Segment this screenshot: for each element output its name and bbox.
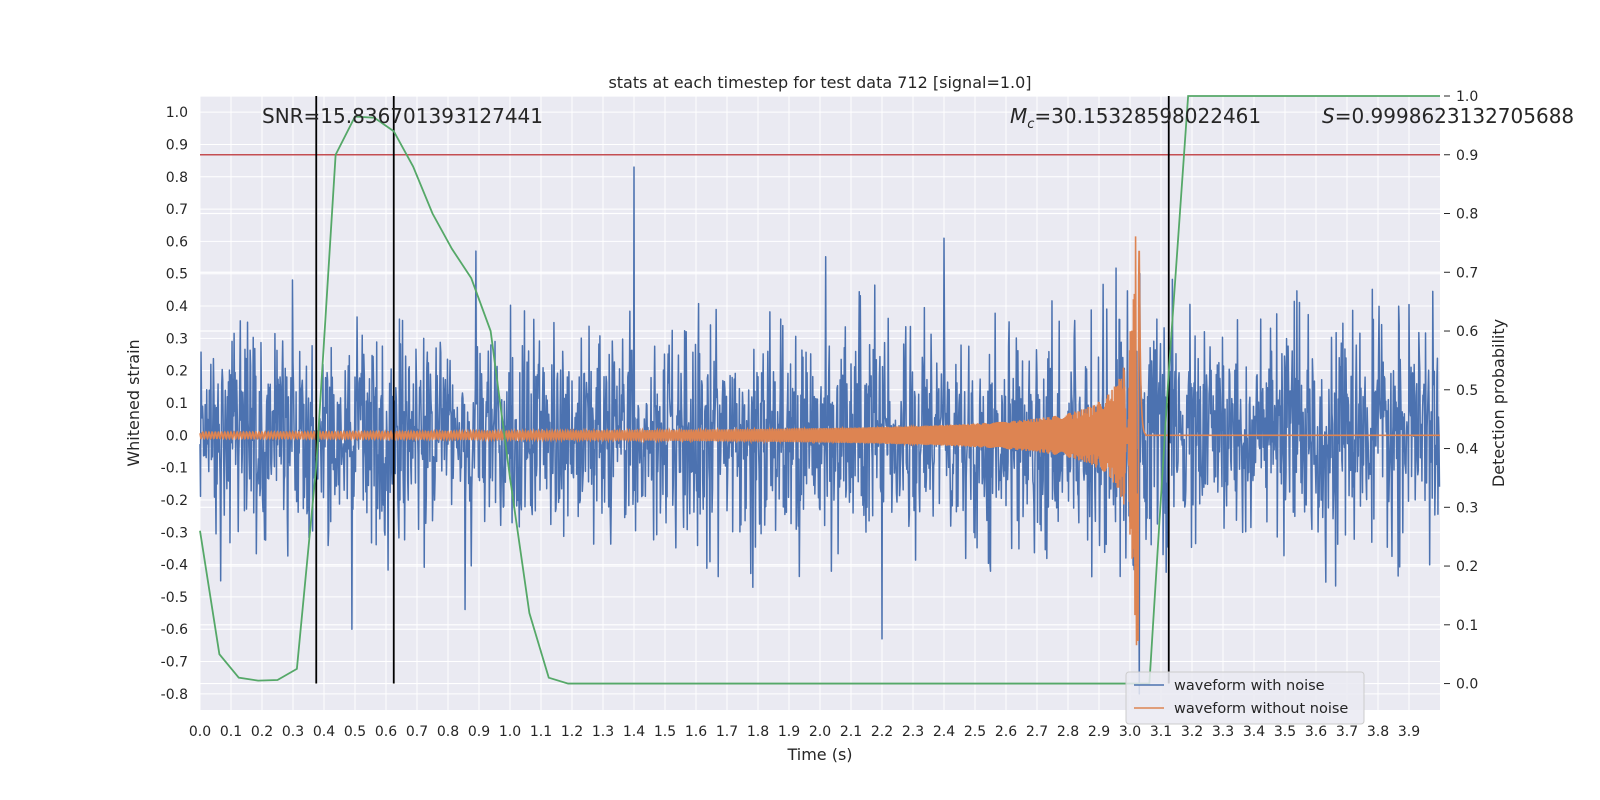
y-tick-label: -0.5 xyxy=(161,590,188,606)
x-tick-label: 1.3 xyxy=(592,724,614,740)
y2-tick-label: 0.2 xyxy=(1456,559,1478,575)
y2-tick-label: 0.9 xyxy=(1456,148,1478,164)
x-tick-label: 1.2 xyxy=(561,724,583,740)
chart-title: stats at each timestep for test data 712… xyxy=(608,73,1031,92)
x-tick-label: 1.0 xyxy=(499,724,521,740)
x-tick-label: 1.1 xyxy=(530,724,552,740)
x-tick-label: 3.7 xyxy=(1336,724,1358,740)
x-tick-label: 3.1 xyxy=(1150,724,1172,740)
x-tick-label: 3.3 xyxy=(1212,724,1234,740)
left-axis: 1.0 0.9 0.8 0.7 0.6 0.5 0.4 0.3 0.2 0.1 0.0 -0.1 -0.… xyxy=(161,105,188,703)
x-tick-label: 0.8 xyxy=(437,724,459,740)
chirp-mass-symbol: M xyxy=(1010,104,1027,128)
x-tick-label: 0.2 xyxy=(251,724,273,740)
plot-content xyxy=(199,95,1441,695)
y2-tick-label: 0.6 xyxy=(1456,324,1478,340)
y-tick-label: -0.6 xyxy=(161,622,188,638)
y-tick-label: 0.0 xyxy=(166,428,188,444)
x-tick-label: 0.4 xyxy=(313,724,335,740)
y-tick-label: -0.2 xyxy=(161,493,188,509)
x-tick-label: 3.6 xyxy=(1305,724,1327,740)
x-tick-label: 2.0 xyxy=(809,724,831,740)
x-tick-label: 2.3 xyxy=(902,724,924,740)
chirp-mass-subscript: c xyxy=(1027,117,1034,132)
x-tick-label: 2.1 xyxy=(840,724,862,740)
s-symbol: S xyxy=(1322,104,1335,128)
x-tick-label: 1.7 xyxy=(716,724,738,740)
y2-tick-label: 0.3 xyxy=(1456,500,1478,516)
right-axis: 1.0 0.9 0.8 0.7 0.6 0.5 0.4 0.3 0.2 0.1 0.0 xyxy=(1444,89,1478,693)
x-tick-label: 0.7 xyxy=(406,724,428,740)
y-axis-label: Whitened strain xyxy=(124,339,143,466)
x-tick-label: 2.9 xyxy=(1088,724,1110,740)
waveform-with-noise-line xyxy=(199,166,1441,695)
x-tick-label: 3.8 xyxy=(1367,724,1389,740)
x-tick-label: 2.8 xyxy=(1057,724,1079,740)
y2-tick-label: 0.8 xyxy=(1456,207,1478,223)
x-tick-label: 0.0 xyxy=(189,724,211,740)
legend-box xyxy=(1125,671,1365,725)
x-tick-label: 0.9 xyxy=(468,724,490,740)
x-tick-label: 1.9 xyxy=(778,724,800,740)
legend: waveform with noise waveform without noi… xyxy=(1125,671,1365,725)
y-tick-label: 0.2 xyxy=(166,364,188,380)
y-tick-label: 0.7 xyxy=(166,202,188,218)
x-tick-label: 3.9 xyxy=(1398,724,1420,740)
legend-label-signal: waveform without noise xyxy=(1174,701,1348,717)
x-tick-label: 0.6 xyxy=(375,724,397,740)
y2-tick-label: 0.7 xyxy=(1456,265,1478,281)
y-tick-label: 0.3 xyxy=(166,331,188,347)
x-tick-label: 1.8 xyxy=(747,724,769,740)
x-tick-label: 2.2 xyxy=(871,724,893,740)
x-tick-label: 0.3 xyxy=(282,724,304,740)
x-tick-label: 2.6 xyxy=(995,724,1017,740)
chirp-mass-annotation: Mc=30.15328598022461 xyxy=(1010,104,1261,132)
y-tick-label: -0.4 xyxy=(161,558,188,574)
detection-probability-line xyxy=(199,95,1440,685)
x-tick-label: 0.5 xyxy=(344,724,366,740)
y-tick-label: 0.9 xyxy=(166,137,188,153)
x-axis: 0.0 0.1 0.2 0.3 0.4 0.5 0.6 0.7 0.8 0.9 1.0 1.1 1.2 1… xyxy=(189,724,1420,740)
y2-tick-label: 0.5 xyxy=(1456,383,1478,399)
y-tick-label: 1.0 xyxy=(166,105,188,121)
s-value: =0.9998623132705688 xyxy=(1335,104,1574,128)
y2-axis-label: Detection probability xyxy=(1489,319,1508,487)
y2-tick-label: 0.4 xyxy=(1456,442,1478,458)
s-annotation: S=0.9998623132705688 xyxy=(1322,104,1574,128)
x-tick-label: 0.1 xyxy=(220,724,242,740)
y-tick-label: -0.3 xyxy=(161,525,188,541)
x-tick-label: 3.4 xyxy=(1243,724,1265,740)
x-tick-label: 1.6 xyxy=(685,724,707,740)
y-tick-label: -0.1 xyxy=(161,461,188,477)
y-tick-label: -0.7 xyxy=(161,655,188,671)
y-tick-label: 0.6 xyxy=(166,234,188,250)
x-tick-label: 2.5 xyxy=(964,724,986,740)
y-tick-label: 0.4 xyxy=(166,299,188,315)
snr-annotation: SNR=15.836701393127441 xyxy=(262,104,543,128)
legend-label-noise: waveform with noise xyxy=(1174,678,1325,694)
y-tick-label: 0.1 xyxy=(166,396,188,412)
x-tick-label: 2.4 xyxy=(933,724,955,740)
chirp-mass-value: =30.15328598022461 xyxy=(1034,104,1261,128)
x-tick-label: 3.2 xyxy=(1181,724,1203,740)
y-tick-label: -0.8 xyxy=(161,687,188,703)
x-tick-label: 3.5 xyxy=(1274,724,1296,740)
x-tick-label: 1.4 xyxy=(623,724,645,740)
y2-tick-label: 0.0 xyxy=(1456,677,1478,693)
x-tick-label: 1.5 xyxy=(654,724,676,740)
y-tick-label: 0.8 xyxy=(166,170,188,186)
y2-tick-label: 0.1 xyxy=(1456,618,1478,634)
x-tick-label: 3.0 xyxy=(1119,724,1141,740)
y2-tick-label: 1.0 xyxy=(1456,89,1478,105)
x-axis-label: Time (s) xyxy=(786,745,852,764)
x-tick-label: 2.7 xyxy=(1026,724,1048,740)
grid xyxy=(199,95,1440,710)
y-tick-label: 0.5 xyxy=(166,267,188,283)
waveform-without-noise-line xyxy=(199,236,1440,646)
